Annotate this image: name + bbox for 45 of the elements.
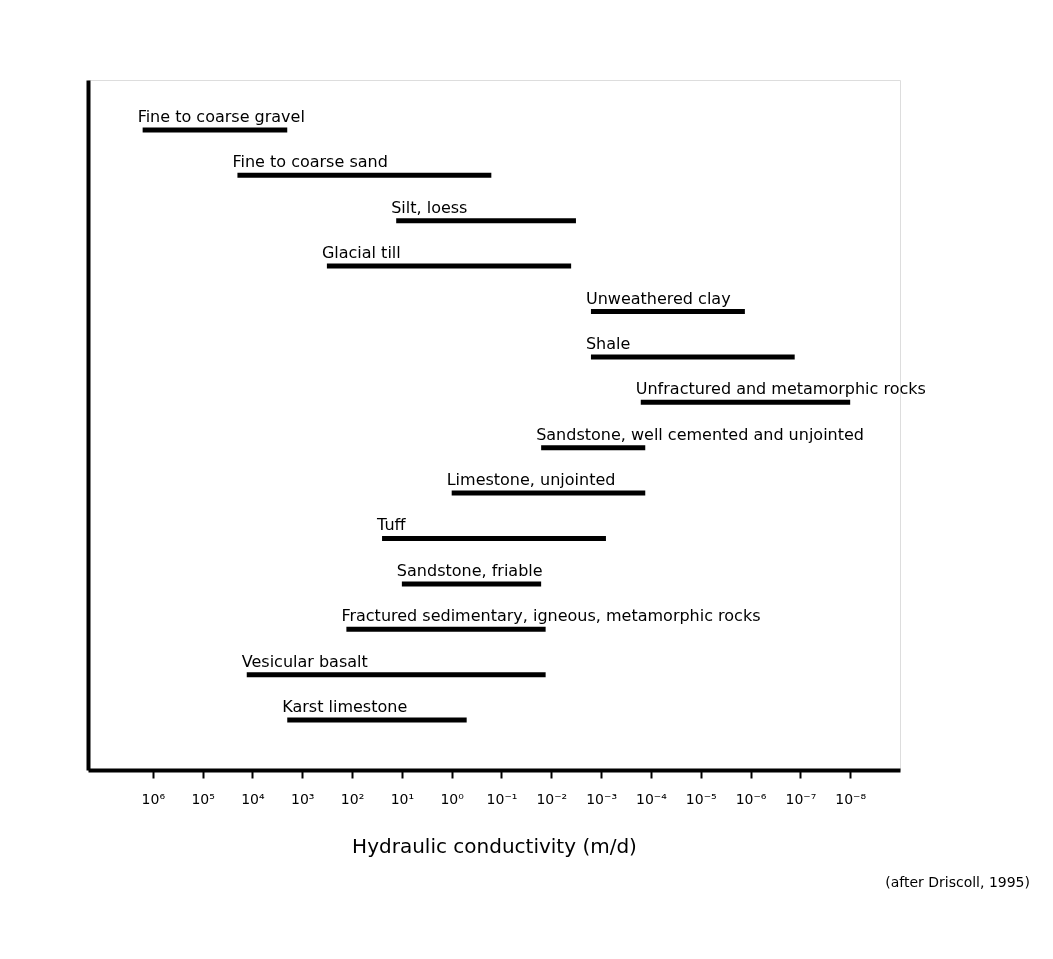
y-tick-label: Fine to coarse sand [232, 152, 388, 172]
bar [401, 581, 542, 587]
bar [142, 127, 288, 133]
y-tick-label: Sandstone, friable [396, 560, 543, 580]
x-tick-label: 10⁰ [440, 790, 465, 807]
x-tick-label: 10⁻⁷ [785, 790, 817, 807]
y-tick-label: Unweathered clay [585, 288, 731, 308]
bar [287, 717, 467, 723]
x-tick-label: 10⁶ [141, 790, 166, 807]
bar [396, 218, 576, 224]
bar [640, 399, 851, 405]
x-tick-label: 10⁻⁸ [835, 790, 867, 807]
y-tick-label: Karst limestone [282, 697, 408, 717]
y-tick-label: Sandstone, well cemented and unjointed [536, 424, 864, 444]
bar [346, 626, 546, 632]
x-tick-label: 10⁻⁵ [685, 790, 717, 807]
x-tick-label: 10⁻² [536, 790, 568, 807]
y-tick-label: Glacial till [321, 243, 401, 263]
x-tick-label: 10¹ [390, 790, 415, 807]
x-tick-label: 10⁻⁶ [735, 790, 767, 807]
y-tick-label: Tuff [376, 515, 407, 535]
y-tick-label: Unfractured and metamorphic rocks [635, 379, 926, 399]
bar [382, 535, 606, 541]
y-tick-label: Silt, loess [391, 197, 468, 217]
x-tick-label: 10³ [291, 790, 315, 807]
bar [246, 672, 546, 678]
y-tick-label: Fractured sedimentary, igneous, metamorphic rocks [341, 606, 761, 626]
y-tick-label: Vesicular basalt [241, 651, 368, 671]
x-tick-label: 10⁻³ [586, 790, 618, 807]
x-tick-label: 10⁻⁴ [636, 790, 668, 807]
x-tick-label: 10² [340, 790, 365, 807]
bar [590, 309, 745, 315]
bar [590, 354, 795, 360]
bar [326, 263, 572, 269]
y-tick-label: Fine to coarse gravel [137, 106, 305, 126]
x-axis-title: Hydraulic conductivity (m/d) [352, 833, 637, 858]
bar [451, 490, 646, 496]
x-tick-label: 10⁵ [191, 790, 215, 807]
bar [541, 445, 646, 451]
y-tick-label: Limestone, unjointed [446, 470, 616, 490]
bar [237, 172, 492, 178]
x-tick-label: 10⁻¹ [486, 790, 518, 807]
x-tick-label: 10⁴ [241, 790, 266, 807]
y-tick-label: Shale [585, 333, 631, 353]
text: (after Driscoll, 1995) [885, 874, 1030, 890]
